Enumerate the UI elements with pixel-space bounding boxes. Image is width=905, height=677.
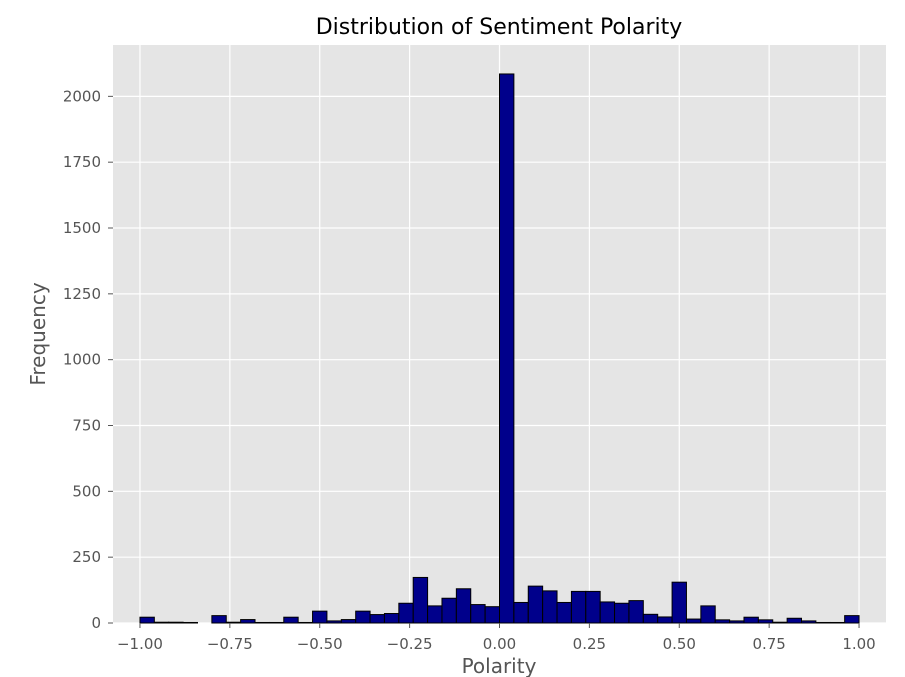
histogram-bar [182,621,198,624]
histogram-bar [427,605,443,624]
histogram-bar [153,621,170,624]
histogram-bar [513,601,529,624]
histogram-bar [599,601,616,624]
histogram-bar [369,614,385,624]
histogram-bar [484,606,500,624]
histogram-bar [829,621,846,624]
y-tick-label: 1750 [63,153,101,171]
histogram-bar [326,620,342,624]
x-tick-label: 0.25 [573,635,606,653]
histogram-bar [844,615,860,624]
histogram-bar [168,621,184,624]
histogram-bar [499,73,515,624]
y-tick-label: 750 [72,417,101,435]
histogram-bar [700,605,716,624]
y-axis: 0 250 500 750 1000 1250 1500 1750 2000 [63,87,113,632]
histogram-bar [614,602,630,624]
x-tick-label: −1.00 [117,635,163,653]
histogram-bar [642,613,659,624]
histogram-bar [657,616,673,624]
histogram-bar [254,621,270,624]
x-tick-label: 0.50 [663,635,696,653]
histogram-bar [383,613,400,624]
histogram-bar [225,621,242,624]
y-axis-label: Frequency [26,282,50,385]
histogram-bar [398,602,414,624]
histogram-bar [297,621,314,624]
x-axis: −1.00 −0.75 −0.50 −0.25 0.00 0.25 0.50 0.75 1.00 [117,623,876,653]
y-tick-label: 1000 [63,351,101,369]
histogram-bar [542,590,558,624]
x-tick-label: 0.00 [483,635,516,653]
histogram-bar [240,619,256,624]
histogram-bar [455,588,472,624]
histogram-bar [340,619,357,624]
chart-title: Distribution of Sentiment Polarity [316,15,683,40]
y-tick-label: 1250 [63,285,101,303]
histogram-bar [729,620,745,624]
histogram-bar [757,619,774,624]
histogram-bar [556,601,572,624]
histogram-bar [671,581,687,624]
y-tick-label: 0 [91,614,101,632]
histogram-bar [312,610,328,624]
y-tick-label: 1500 [63,219,101,237]
histogram-bar [412,576,429,624]
histogram-bar [139,616,155,624]
histogram-bar [815,621,831,624]
histogram-bars [139,73,860,624]
y-tick-label: 250 [72,548,101,566]
histogram-bar [786,617,803,624]
histogram-bar [268,621,285,624]
y-tick-label: 2000 [63,87,101,105]
histogram-bar [585,590,601,624]
histogram-bar [570,590,587,624]
histogram-bar [355,610,371,624]
x-tick-label: −0.50 [297,635,343,653]
histogram-bar [283,616,299,624]
histogram-bar [685,618,702,624]
histogram-bar [743,616,759,624]
histogram-bar [714,619,731,624]
x-tick-label: 1.00 [842,635,875,653]
histogram-bar [441,597,457,624]
histogram-bar [801,620,817,624]
histogram-bar [470,604,486,624]
x-tick-label: −0.75 [207,635,253,653]
histogram-bar [628,600,644,624]
x-axis-label: Polarity [462,654,537,677]
x-tick-label: −0.25 [387,635,433,653]
histogram-bar [211,615,227,624]
x-tick-label: 0.75 [752,635,785,653]
histogram-bar [772,621,788,624]
y-tick-label: 500 [72,482,101,500]
histogram-bar [527,585,544,624]
